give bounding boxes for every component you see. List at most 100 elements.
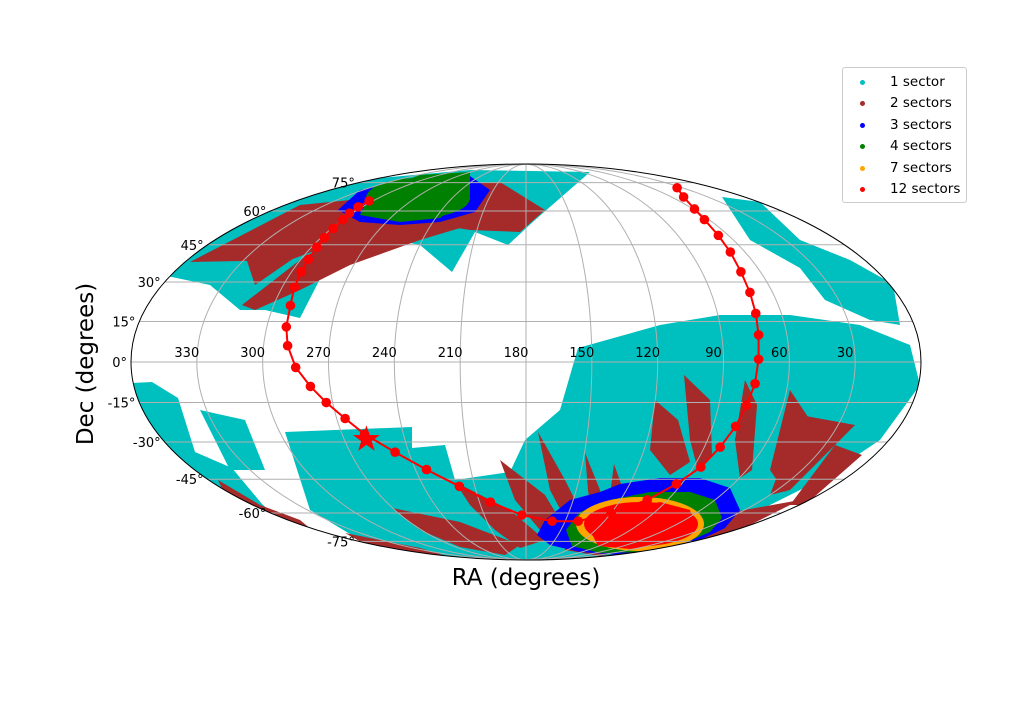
legend-marker — [860, 165, 865, 171]
ecliptic-point — [753, 330, 764, 340]
legend-label: 3 sectors — [890, 116, 952, 133]
legend-marker — [860, 186, 865, 192]
ecliptic-point — [695, 462, 706, 472]
ecliptic-point — [713, 230, 724, 241]
ecliptic-point — [699, 214, 710, 225]
legend-item: 2 sectors — [843, 93, 966, 114]
ecliptic-path — [281, 182, 764, 526]
ecliptic-point — [606, 508, 617, 518]
star-marker — [353, 425, 380, 451]
dec-tick-label: -30° — [133, 436, 161, 451]
ecliptic-point — [285, 300, 296, 311]
ecliptic-point — [321, 397, 332, 408]
y-axis-label: Dec (degrees) — [73, 283, 99, 445]
ecliptic-point — [642, 495, 652, 505]
legend-label: 12 sectors — [890, 180, 961, 197]
dec-tick-label: 60° — [243, 205, 266, 220]
ecliptic-point — [750, 308, 761, 319]
ecliptic-point — [296, 267, 307, 277]
ecliptic-point — [344, 208, 355, 218]
dec-tick-label: -15° — [108, 397, 136, 412]
projection-frame — [130, 163, 922, 561]
ecliptic-point — [338, 214, 348, 225]
x-axis-label: RA (degrees) — [452, 565, 601, 591]
grid-meridian — [196, 163, 527, 561]
grid-meridian — [525, 163, 725, 561]
grid-meridian — [327, 163, 527, 561]
dec-tick-label: -60° — [239, 507, 267, 522]
ecliptic-point — [725, 247, 736, 257]
ecliptic-point — [328, 223, 338, 234]
ecliptic-point — [678, 192, 689, 202]
ra-tick-label: 30 — [837, 346, 854, 361]
ecliptic-point — [517, 510, 527, 520]
ecliptic-point — [305, 381, 316, 392]
legend-item: 7 sectors — [843, 158, 966, 179]
dec-tick-label: -75° — [327, 535, 355, 550]
ecliptic-point — [353, 202, 364, 212]
ecliptic-point — [730, 421, 741, 432]
dec-tick-label: 0° — [112, 356, 127, 371]
ra-tick-label: 270 — [306, 346, 331, 361]
ra-tick-label: 150 — [569, 346, 594, 361]
legend-item: 4 sectors — [843, 136, 966, 157]
coverage-regions — [132, 168, 920, 560]
ecliptic-point — [319, 232, 330, 243]
ecliptic-point — [672, 182, 682, 193]
ecliptic-point — [454, 481, 465, 492]
grid-meridian — [525, 163, 593, 561]
ecliptic-point — [485, 497, 496, 507]
ecliptic-point — [745, 287, 755, 298]
grid-meridian — [262, 163, 527, 561]
ecliptic-point — [671, 479, 682, 489]
legend-label: 4 sectors — [890, 138, 952, 155]
ecliptic-point — [390, 447, 400, 457]
ecliptic-point — [303, 254, 314, 265]
dec-tick-label: 75° — [332, 177, 355, 192]
legend: 1 sector 2 sectors 3 sectors 4 sectors 7 sec… — [842, 67, 967, 203]
graticule — [131, 163, 921, 561]
ecliptic-point — [715, 442, 725, 452]
ra-tick-label: 210 — [438, 346, 463, 361]
dec-tick-label: -45° — [176, 473, 204, 488]
ra-tick-label: 330 — [174, 346, 199, 361]
legend-label: 2 sectors — [890, 95, 952, 112]
ecliptic-point — [736, 267, 746, 277]
legend-item: 3 sectors — [843, 115, 966, 136]
ecliptic-point — [421, 464, 432, 475]
ecliptic-point — [741, 400, 752, 411]
ecliptic-point — [547, 516, 557, 526]
ecliptic-point — [689, 204, 700, 214]
dec-tick-label: 45° — [181, 239, 204, 254]
ecliptic-point — [282, 340, 293, 351]
ecliptic-point — [753, 354, 764, 365]
legend-marker — [860, 80, 865, 85]
legend-label: 7 sectors — [890, 159, 952, 176]
ra-tick-label: 120 — [635, 346, 660, 361]
dec-tick-label: 30° — [138, 276, 161, 291]
tick-labels: 330 300 270 240 210 180 150 120 90 60 30 75° 60° 45° 3… — [108, 177, 854, 551]
legend-label: 1 sector — [890, 74, 945, 90]
legend-marker — [860, 144, 865, 150]
grid-meridian — [459, 163, 527, 561]
ecliptic-point — [340, 413, 350, 424]
ra-tick-label: 60 — [771, 346, 788, 361]
ra-tick-label: 180 — [504, 346, 529, 361]
ra-tick-label: 90 — [705, 346, 722, 361]
legend-marker — [860, 122, 865, 128]
ecliptic-point — [290, 362, 301, 373]
legend-item: 1 sector — [843, 72, 966, 93]
ecliptic-point — [364, 196, 374, 206]
grid-meridian — [525, 163, 856, 561]
grid-meridian — [393, 163, 527, 561]
legend-item: 12 sectors — [843, 179, 966, 200]
ra-tick-label: 240 — [372, 346, 397, 361]
legend-marker — [860, 101, 865, 107]
ecliptic-point — [289, 282, 300, 292]
ecliptic-point — [573, 516, 584, 526]
ecliptic-point — [281, 322, 292, 332]
ecliptic-point — [312, 242, 322, 252]
dec-tick-label: 15° — [112, 315, 135, 330]
ecliptic-point — [750, 378, 760, 389]
